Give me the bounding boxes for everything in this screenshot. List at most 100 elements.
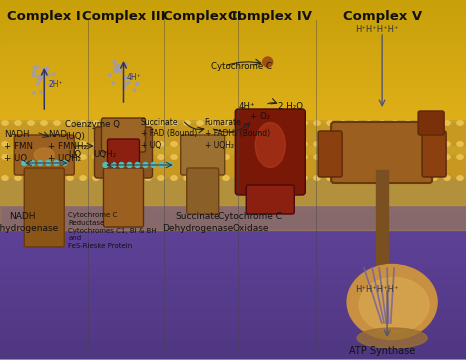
Bar [0, 134, 466, 136]
Bar [0, 81, 466, 84]
Ellipse shape [249, 121, 255, 125]
FancyBboxPatch shape [246, 185, 295, 214]
Ellipse shape [15, 176, 21, 180]
Ellipse shape [28, 142, 34, 146]
Ellipse shape [2, 176, 8, 180]
Ellipse shape [431, 155, 437, 159]
Bar [0, 253, 466, 256]
Ellipse shape [41, 121, 47, 125]
Bar [0, 311, 466, 313]
Bar [0, 226, 466, 229]
Ellipse shape [379, 155, 385, 159]
Bar [0, 138, 466, 140]
Text: NADH
+ FMN
+ UQ: NADH + FMN + UQ [4, 130, 33, 163]
Text: UQH₂: UQH₂ [94, 150, 116, 159]
Ellipse shape [80, 121, 86, 125]
Bar [0, 148, 466, 150]
Text: Succinate
+ FAD (Bound)
+ UQ: Succinate + FAD (Bound) + UQ [141, 118, 197, 150]
Bar [0, 338, 466, 340]
Bar [0, 37, 466, 40]
Bar [0, 291, 466, 293]
Ellipse shape [340, 176, 346, 180]
Bar [0, 99, 466, 102]
Ellipse shape [110, 89, 112, 91]
Ellipse shape [418, 121, 424, 125]
Ellipse shape [48, 80, 51, 82]
Ellipse shape [249, 142, 255, 146]
Bar [0, 266, 466, 268]
Bar [0, 130, 466, 132]
Ellipse shape [124, 90, 127, 92]
Ellipse shape [444, 121, 450, 125]
Bar [0, 113, 466, 116]
Ellipse shape [392, 155, 398, 159]
Bar [0, 44, 466, 46]
Bar [376, 170, 388, 270]
Ellipse shape [80, 155, 86, 159]
Bar [0, 255, 466, 257]
Bar [0, 208, 466, 211]
Bar [0, 313, 466, 315]
Ellipse shape [54, 121, 60, 125]
Bar [0, 298, 466, 301]
Ellipse shape [418, 155, 424, 159]
Bar [0, 19, 466, 22]
Bar [0, 175, 466, 230]
Bar [0, 4, 466, 6]
Ellipse shape [131, 87, 134, 89]
Ellipse shape [171, 176, 177, 180]
Bar [0, 277, 466, 279]
Text: + O₂: + O₂ [250, 112, 271, 121]
Ellipse shape [353, 155, 359, 159]
Bar [0, 26, 466, 28]
Text: Succinate
Dehydrogenase: Succinate Dehydrogenase [162, 212, 233, 233]
Bar [0, 117, 466, 120]
Ellipse shape [340, 142, 346, 146]
Text: H⁺H⁺H⁺H⁺: H⁺H⁺H⁺H⁺ [356, 25, 399, 34]
Bar [0, 98, 466, 100]
Ellipse shape [249, 176, 255, 180]
Ellipse shape [158, 155, 164, 159]
Bar [0, 27, 466, 30]
Ellipse shape [55, 82, 57, 84]
Bar [0, 181, 466, 184]
Bar [0, 275, 466, 277]
Bar [0, 322, 466, 324]
Ellipse shape [136, 70, 138, 73]
Ellipse shape [171, 155, 177, 159]
Ellipse shape [28, 176, 34, 180]
Ellipse shape [236, 155, 242, 159]
Ellipse shape [47, 90, 49, 93]
Ellipse shape [444, 142, 450, 146]
Bar [0, 259, 466, 261]
Ellipse shape [359, 278, 429, 333]
Ellipse shape [15, 121, 21, 125]
Bar [0, 185, 466, 187]
Bar [0, 230, 466, 232]
Ellipse shape [113, 71, 116, 73]
Bar [0, 196, 466, 198]
Bar [0, 87, 466, 90]
Ellipse shape [47, 80, 49, 82]
Bar [0, 325, 466, 328]
Ellipse shape [158, 121, 164, 125]
Bar [0, 237, 466, 239]
Bar [0, 268, 466, 270]
Ellipse shape [288, 142, 294, 146]
Ellipse shape [405, 142, 411, 146]
Bar [0, 336, 466, 338]
Bar [0, 153, 466, 156]
Bar [0, 216, 466, 218]
Ellipse shape [379, 121, 385, 125]
Ellipse shape [301, 121, 307, 125]
Ellipse shape [353, 121, 359, 125]
Text: Complex IV: Complex IV [228, 10, 312, 23]
Bar [0, 304, 466, 306]
Bar [0, 15, 466, 18]
Ellipse shape [405, 176, 411, 180]
Bar [0, 149, 466, 152]
Ellipse shape [54, 176, 60, 180]
Ellipse shape [366, 142, 372, 146]
Text: 4H⁺: 4H⁺ [126, 73, 141, 82]
Ellipse shape [28, 121, 34, 125]
